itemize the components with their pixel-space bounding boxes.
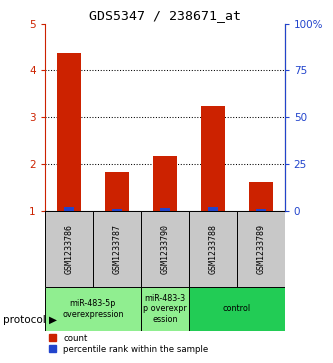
FancyBboxPatch shape: [141, 287, 189, 331]
FancyBboxPatch shape: [189, 287, 285, 331]
Text: GSM1233789: GSM1233789: [256, 224, 265, 274]
Text: protocol ▶: protocol ▶: [3, 315, 57, 325]
Bar: [208, 207, 217, 211]
FancyBboxPatch shape: [237, 211, 285, 287]
Text: GSM1233790: GSM1233790: [160, 224, 169, 274]
FancyBboxPatch shape: [189, 211, 237, 287]
Bar: [160, 208, 169, 211]
Bar: [105, 172, 129, 211]
FancyBboxPatch shape: [141, 211, 189, 287]
Text: control: control: [223, 304, 251, 313]
Legend: count, percentile rank within the sample: count, percentile rank within the sample: [49, 334, 208, 354]
Text: GSM1233786: GSM1233786: [64, 224, 74, 274]
Bar: [112, 209, 122, 211]
Bar: [64, 207, 74, 211]
Text: GSM1233787: GSM1233787: [112, 224, 122, 274]
Text: miR-483-5p
overexpression: miR-483-5p overexpression: [62, 299, 124, 318]
FancyBboxPatch shape: [45, 211, 93, 287]
Title: GDS5347 / 238671_at: GDS5347 / 238671_at: [89, 9, 241, 23]
Text: miR-483-3
p overexpr
ession: miR-483-3 p overexpr ession: [143, 294, 187, 324]
Bar: [201, 106, 225, 211]
Bar: [249, 182, 273, 211]
Bar: [153, 156, 177, 211]
Text: GSM1233788: GSM1233788: [208, 224, 217, 274]
FancyBboxPatch shape: [93, 211, 141, 287]
FancyBboxPatch shape: [45, 287, 141, 331]
Bar: [256, 209, 265, 211]
Bar: [57, 53, 81, 211]
